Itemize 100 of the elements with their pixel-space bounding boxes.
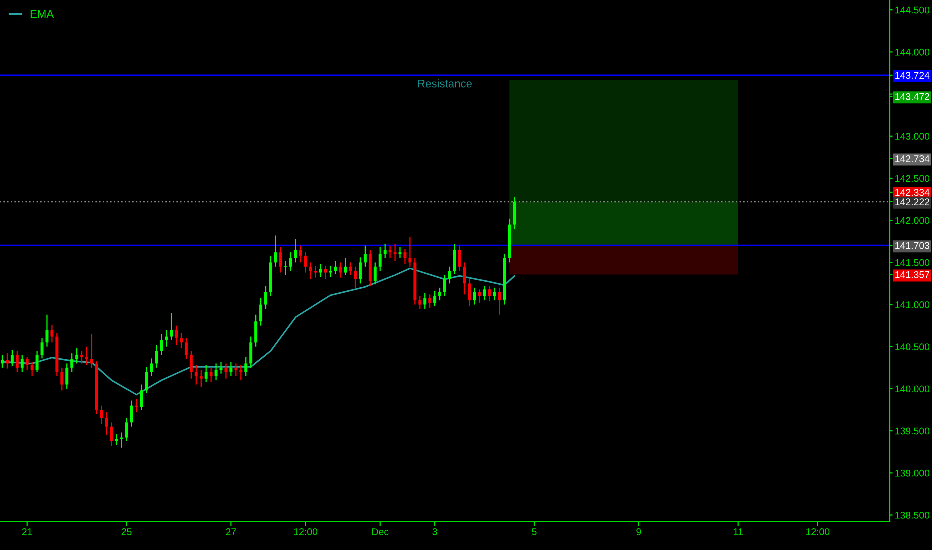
candlestick	[80, 350, 84, 364]
y-tick-label: 143.000	[896, 133, 930, 140]
y-tick-label: 141.000	[896, 302, 930, 308]
candlestick	[354, 266, 357, 288]
x-tick-label: 12:00	[806, 528, 830, 536]
candlestick	[135, 398, 138, 414]
candlestick	[394, 244, 397, 262]
candlestick	[125, 418, 128, 442]
x-tick-label: 3	[432, 528, 438, 536]
y-tick-label: 139.000	[896, 470, 930, 477]
y-tick-label: 140.500	[896, 344, 930, 350]
candlestick	[458, 245, 462, 272]
candlestick	[6, 353, 9, 370]
candlestick	[190, 350, 193, 380]
candlestick	[184, 338, 188, 360]
candlestick	[150, 358, 154, 377]
candlestick	[120, 432, 124, 448]
candlestick	[444, 274, 446, 297]
candlestick	[299, 245, 302, 264]
candlestick	[404, 248, 407, 265]
candlestick	[289, 252, 292, 272]
candlestick	[388, 245, 392, 260]
legend-label: EMA	[30, 10, 54, 18]
y-tick-label: 142.000	[896, 217, 930, 224]
candlestick	[204, 364, 208, 383]
y-tick-label: 141.500	[896, 259, 930, 266]
x-tick-label: Dec	[372, 528, 389, 536]
candlestick	[194, 364, 198, 386]
candlestick	[240, 364, 243, 382]
x-tick-label: 5	[532, 528, 537, 536]
candlestick	[264, 286, 268, 310]
candlestick	[160, 334, 164, 356]
candlestick	[463, 262, 466, 296]
candlestick	[0, 354, 4, 368]
candlestick	[250, 336, 253, 368]
candlestick	[493, 287, 496, 302]
candlestick	[453, 244, 456, 276]
candlestick	[234, 363, 238, 377]
candlestick	[478, 289, 482, 304]
y-tick-label: 140.000	[896, 386, 930, 393]
candlestick	[16, 350, 19, 373]
candlestick	[180, 332, 183, 350]
candlestick	[145, 366, 148, 394]
candlestick	[224, 363, 228, 380]
candlestick	[418, 296, 422, 310]
y-tick-label: 142.500	[896, 175, 930, 182]
candlestick	[468, 278, 472, 308]
candlestick	[314, 265, 318, 278]
candlestick	[339, 262, 342, 278]
y-tick-label: 144.000	[896, 48, 930, 56]
candlestick	[170, 312, 174, 341]
candlestick	[105, 412, 108, 436]
candlestick	[20, 354, 24, 373]
candlestick	[364, 245, 367, 268]
candlestick	[60, 367, 64, 392]
candlestick	[214, 363, 218, 382]
candlestick	[10, 350, 14, 367]
candlestick	[428, 294, 432, 309]
candlestick	[334, 260, 338, 276]
candlestick	[30, 361, 34, 377]
x-tick-label: 9	[636, 528, 642, 536]
candlestick	[165, 329, 168, 348]
candlestick	[66, 363, 69, 390]
candlestick	[230, 361, 233, 377]
candlestick	[279, 246, 282, 274]
candlestick	[26, 356, 29, 372]
candlestick	[155, 344, 158, 368]
candlestick	[90, 334, 94, 368]
candlestick	[175, 325, 178, 346]
candlestick	[408, 236, 412, 268]
candlestick	[244, 356, 248, 377]
x-tick-label: 25	[122, 528, 132, 536]
candlestick	[254, 314, 258, 348]
candlestick	[46, 314, 49, 348]
candlestick	[115, 434, 118, 446]
candlestick	[483, 286, 486, 302]
candlestick	[513, 196, 516, 230]
y-tick-label: 143.472	[896, 93, 930, 100]
candlestick	[448, 266, 452, 284]
line-series	[2, 268, 516, 396]
candlestick	[274, 235, 278, 268]
y-tick-label: 142.222	[896, 198, 930, 206]
candlestick	[36, 350, 39, 373]
candlestick	[50, 324, 54, 344]
candlestick	[140, 384, 144, 411]
candlestick	[200, 370, 203, 388]
candlestick	[473, 287, 476, 306]
candlestick	[70, 353, 74, 373]
x-tick-label: 21	[22, 528, 32, 536]
y-tick-label: 141.357	[896, 271, 930, 278]
candlestick	[210, 367, 213, 383]
y-tick-label: 142.734	[896, 156, 930, 162]
candlestick	[260, 297, 263, 326]
candlestick	[110, 422, 114, 447]
x-tick-label: 27	[226, 528, 236, 536]
y-tick-label: 144.500	[896, 6, 930, 14]
candlestick	[329, 265, 332, 278]
y-tick-label: 139.500	[896, 428, 930, 435]
candlestick	[130, 400, 134, 428]
candlestick	[349, 262, 352, 276]
